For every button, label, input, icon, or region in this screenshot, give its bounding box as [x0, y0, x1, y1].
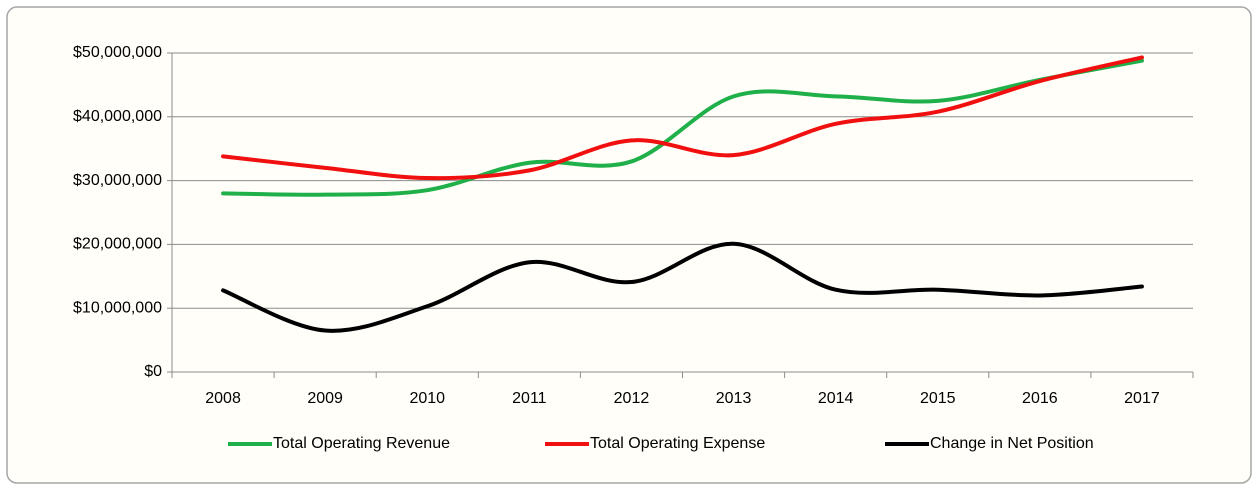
x-tick-label: 2015 — [920, 390, 956, 407]
x-tick-label: 2017 — [1124, 390, 1160, 407]
y-tick-label: $10,000,000 — [73, 299, 162, 316]
x-tick-label: 2008 — [205, 390, 241, 407]
x-tick-label: 2012 — [614, 390, 650, 407]
y-tick-label: $0 — [144, 363, 162, 380]
legend-label: Total Operating Revenue — [273, 435, 450, 452]
x-tick-label: 2011 — [512, 390, 547, 407]
x-tick-label: 2016 — [1022, 390, 1058, 407]
chart-frame — [6, 6, 1252, 484]
y-tick-label: $40,000,000 — [73, 108, 162, 125]
x-tick-label: 2014 — [818, 390, 854, 407]
y-tick-label: $30,000,000 — [73, 172, 162, 189]
series-line — [221, 55, 1144, 181]
series-line — [221, 241, 1144, 333]
y-tick-label: $50,000,000 — [73, 44, 162, 61]
x-tick-label: 2013 — [716, 390, 752, 407]
series-line — [221, 58, 1144, 197]
legend-label: Total Operating Expense — [590, 435, 765, 452]
legend-label: Change in Net Position — [930, 435, 1094, 452]
x-tick-label: 2010 — [409, 390, 445, 407]
y-tick-label: $20,000,000 — [73, 236, 162, 253]
x-tick-label: 2009 — [307, 390, 343, 407]
